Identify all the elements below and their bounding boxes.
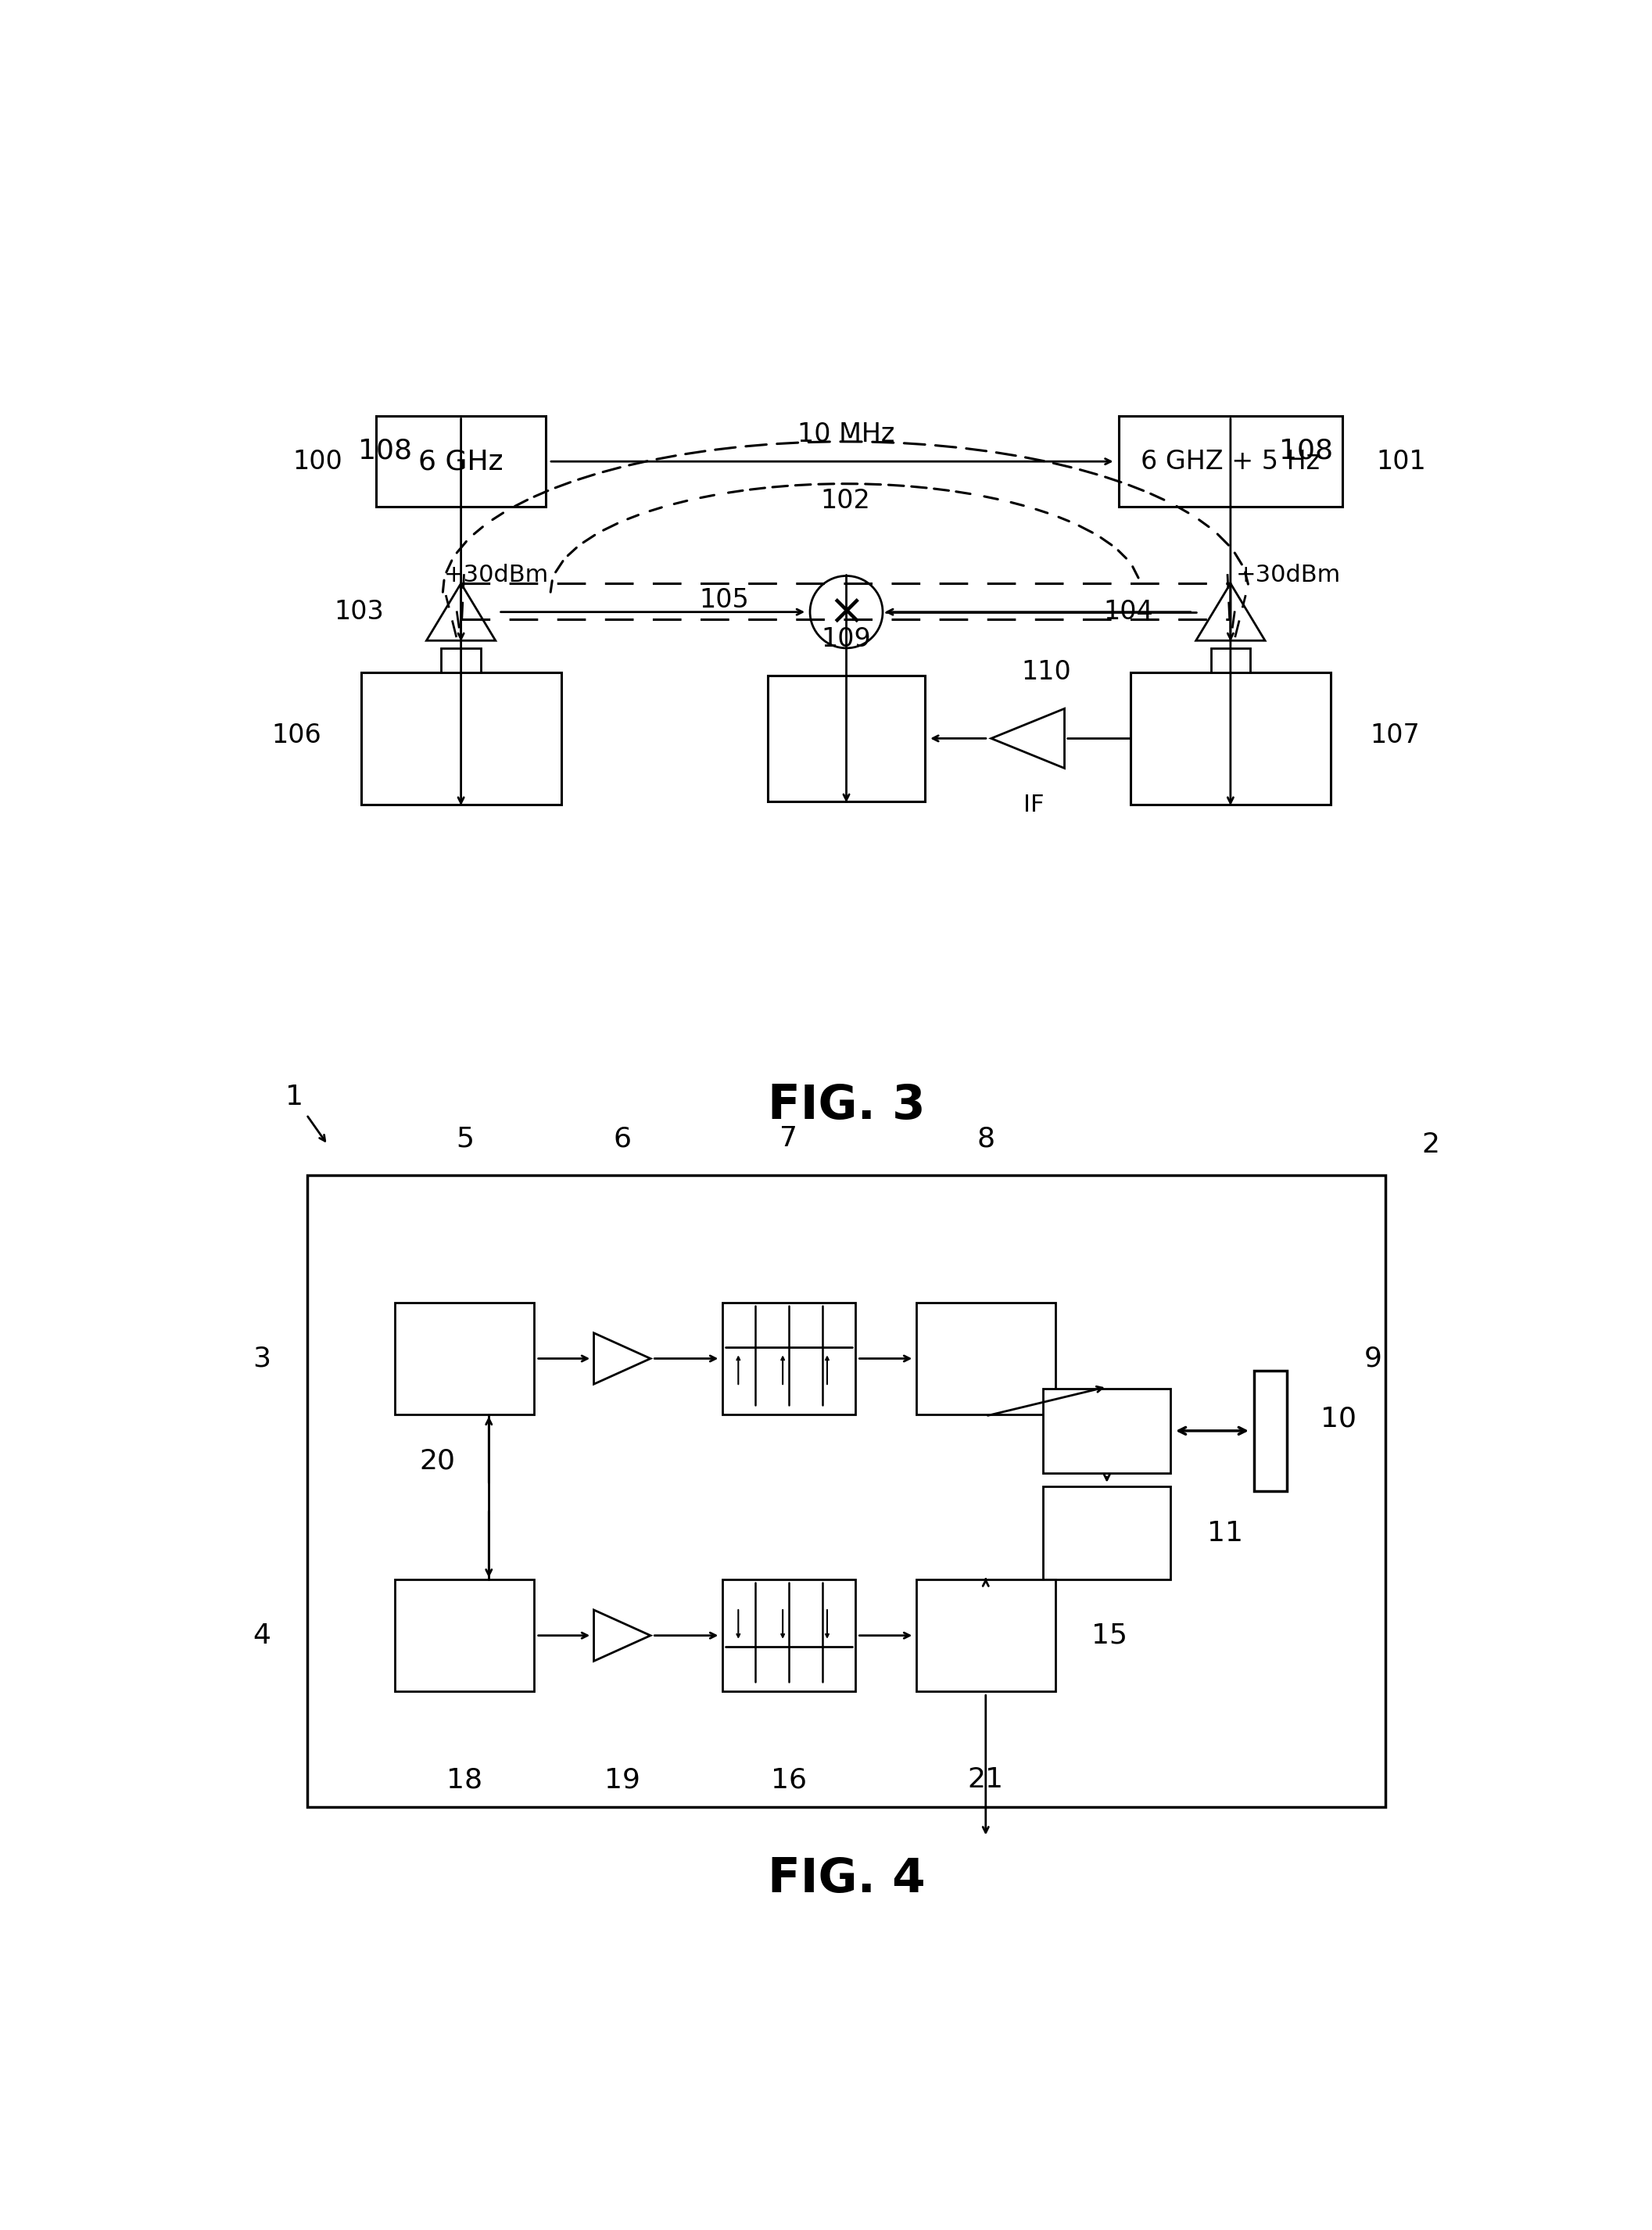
Text: 5: 5 <box>456 1126 474 1153</box>
Text: 2: 2 <box>1422 1131 1441 1157</box>
Text: 6 GHZ + 5 Hz: 6 GHZ + 5 Hz <box>1142 448 1320 475</box>
Text: 10: 10 <box>1320 1405 1356 1432</box>
Text: 104: 104 <box>1104 600 1153 624</box>
FancyBboxPatch shape <box>395 1302 534 1414</box>
FancyBboxPatch shape <box>915 1579 1056 1690</box>
FancyBboxPatch shape <box>722 1579 856 1690</box>
FancyBboxPatch shape <box>915 1302 1056 1414</box>
Text: 1: 1 <box>286 1084 304 1111</box>
Text: 102: 102 <box>821 488 871 513</box>
FancyBboxPatch shape <box>1044 1487 1171 1579</box>
FancyBboxPatch shape <box>1211 649 1251 671</box>
Text: FIG. 3: FIG. 3 <box>768 1082 925 1128</box>
FancyBboxPatch shape <box>307 1175 1386 1806</box>
Text: 21: 21 <box>968 1766 1004 1793</box>
FancyBboxPatch shape <box>362 671 562 805</box>
Text: 7: 7 <box>780 1126 798 1153</box>
Text: 106: 106 <box>273 723 322 749</box>
Text: 10 MHz: 10 MHz <box>798 421 894 448</box>
FancyBboxPatch shape <box>722 1302 856 1414</box>
Text: 108: 108 <box>1279 437 1333 464</box>
Text: 107: 107 <box>1370 723 1419 749</box>
Text: 19: 19 <box>605 1766 639 1793</box>
FancyBboxPatch shape <box>1044 1389 1171 1474</box>
FancyBboxPatch shape <box>1130 671 1330 805</box>
FancyBboxPatch shape <box>395 1579 534 1690</box>
FancyBboxPatch shape <box>377 417 545 506</box>
FancyBboxPatch shape <box>768 676 925 801</box>
Text: 110: 110 <box>1021 660 1070 685</box>
Text: +30dBm: +30dBm <box>444 564 548 586</box>
Text: 6 GHz: 6 GHz <box>418 448 504 475</box>
Text: 6: 6 <box>613 1126 631 1153</box>
Text: 16: 16 <box>771 1766 806 1793</box>
FancyBboxPatch shape <box>1118 417 1343 506</box>
Text: 105: 105 <box>699 586 750 613</box>
FancyBboxPatch shape <box>1254 1371 1287 1492</box>
Text: 18: 18 <box>446 1766 482 1793</box>
FancyBboxPatch shape <box>441 649 481 671</box>
Text: 100: 100 <box>292 448 344 475</box>
Text: 4: 4 <box>253 1621 271 1648</box>
Text: 109: 109 <box>821 627 871 651</box>
Text: 9: 9 <box>1365 1345 1383 1371</box>
Text: 20: 20 <box>420 1447 456 1474</box>
Text: FIG. 4: FIG. 4 <box>768 1855 925 1902</box>
Text: IF: IF <box>1024 794 1044 816</box>
Text: ×: × <box>828 591 864 633</box>
Text: 11: 11 <box>1208 1521 1242 1545</box>
Text: 108: 108 <box>358 437 413 464</box>
Text: 3: 3 <box>253 1345 271 1371</box>
Text: 15: 15 <box>1092 1621 1128 1648</box>
Text: 8: 8 <box>976 1126 995 1153</box>
Text: +30dBm: +30dBm <box>1236 564 1341 586</box>
Text: 101: 101 <box>1376 448 1426 475</box>
Text: 103: 103 <box>334 600 383 624</box>
